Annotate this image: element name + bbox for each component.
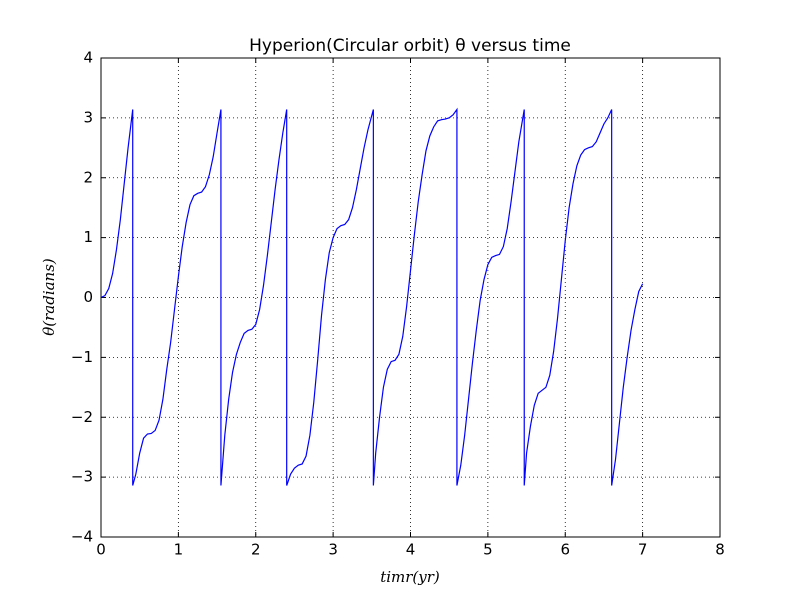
x-tick-label: 0 — [96, 541, 106, 559]
y-tick-label: 4 — [83, 49, 93, 67]
data-line — [100, 107, 644, 486]
x-tick-label: 6 — [560, 541, 570, 559]
y-tick-label: 3 — [83, 108, 93, 126]
y-tick-label: 1 — [83, 228, 93, 246]
x-tick-label: 5 — [483, 541, 493, 559]
y-tick-label: −1 — [71, 348, 93, 366]
x-tick-label: 2 — [251, 541, 261, 559]
y-tick-label: −4 — [71, 528, 93, 546]
x-tick-label: 3 — [328, 541, 338, 559]
x-tick-label: 8 — [715, 541, 725, 559]
plot-frame — [100, 57, 721, 538]
x-tick-label: 4 — [406, 541, 416, 559]
y-tick-label: −2 — [71, 408, 93, 426]
x-axis-label: timr(yr) — [380, 568, 440, 586]
y-tick-label: 0 — [83, 288, 93, 306]
x-tick-label: 1 — [174, 541, 184, 559]
x-tick-label: 7 — [638, 541, 648, 559]
chart-title: Hyperion(Circular orbit) θ versus time — [249, 36, 571, 56]
y-tick-label: −3 — [71, 468, 93, 486]
y-axis-label: θ(radians) — [40, 258, 58, 336]
y-tick-label: 2 — [83, 168, 93, 186]
